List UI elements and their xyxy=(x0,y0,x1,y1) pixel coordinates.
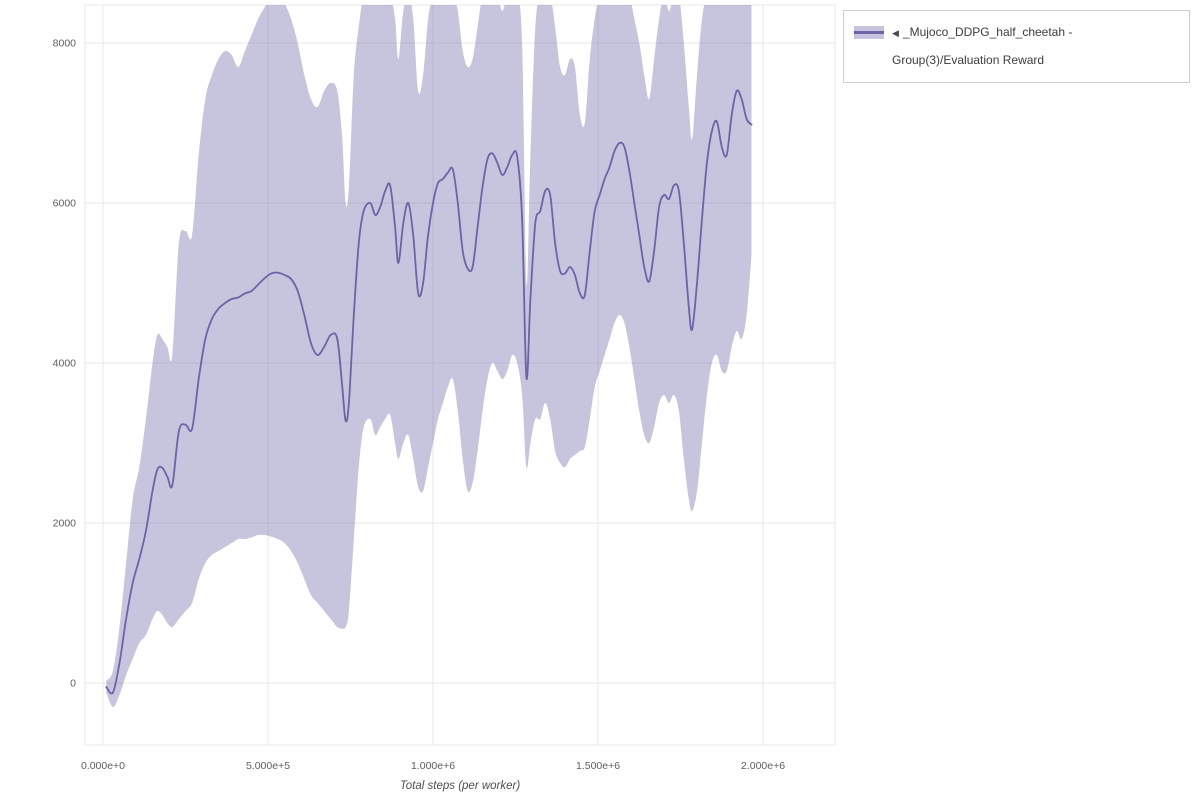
confidence-band xyxy=(106,5,752,708)
x-tick-label: 5.000e+5 xyxy=(246,760,290,772)
y-tick-label: 0 xyxy=(70,678,76,690)
y-axis-ticks: 0 2000 4000 6000 8000 xyxy=(53,38,77,690)
series-line-sample xyxy=(854,31,884,34)
legend-label-text: _Mujoco_DDPG_half_cheetah - Group(3)/Eva… xyxy=(892,25,1073,67)
collapse-triangle-icon[interactable]: ◀ xyxy=(892,28,899,38)
legend-label: ◀ _Mujoco_DDPG_half_cheetah - Group(3)/Ev… xyxy=(892,19,1179,74)
gridlines xyxy=(85,5,835,745)
y-tick-label: 4000 xyxy=(53,358,77,370)
plot-svg: 0.000e+0 5.000e+5 1.000e+6 1.500e+6 2.000e+6… xyxy=(53,4,836,772)
reward-chart: 0.000e+0 5.000e+5 1.000e+6 1.500e+6 2.000e+6… xyxy=(53,4,836,792)
x-tick-label: 0.000e+0 xyxy=(81,760,125,772)
x-axis-ticks: 0.000e+0 5.000e+5 1.000e+6 1.500e+6 2.000e+6 xyxy=(81,760,785,772)
x-tick-label: 1.000e+6 xyxy=(411,760,455,772)
y-tick-label: 2000 xyxy=(53,518,77,530)
x-tick-label: 1.500e+6 xyxy=(576,760,620,772)
x-tick-label: 2.000e+6 xyxy=(741,760,785,772)
plot-border xyxy=(84,4,836,746)
y-tick-label: 8000 xyxy=(53,38,77,50)
legend: ◀ _Mujoco_DDPG_half_cheetah - Group(3)/Ev… xyxy=(843,10,1190,83)
x-axis-title: Total steps (per worker) xyxy=(399,780,521,792)
y-tick-label: 6000 xyxy=(53,198,77,210)
mean-line xyxy=(105,89,753,695)
legend-item[interactable]: ◀ _Mujoco_DDPG_half_cheetah - Group(3)/Ev… xyxy=(854,19,1179,74)
series-swatch-icon xyxy=(854,26,884,39)
